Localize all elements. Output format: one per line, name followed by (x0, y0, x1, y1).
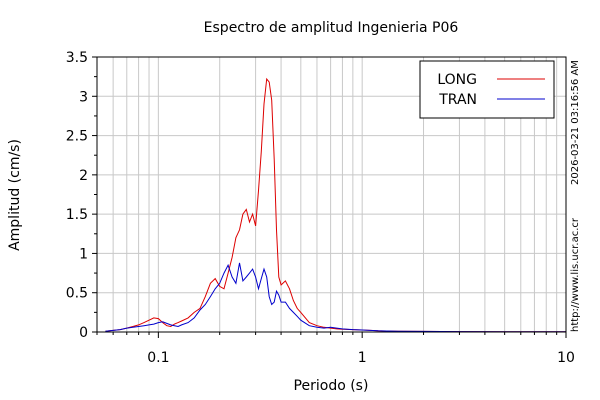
y-tick-label: 1 (79, 246, 88, 262)
x-axis-label: Periodo (s) (294, 378, 369, 394)
chart-title: Espectro de amplitud Ingenieria P06 (204, 20, 459, 36)
legend-box (419, 60, 555, 119)
ticks: 0 0.5 1 1.5 2 2.5 3 3.5 0.1 1 10 (66, 50, 575, 366)
y-axis-label: Amplitud (cm/s) (7, 139, 23, 251)
legend-label-long: LONG (437, 72, 477, 88)
series-layer (105, 77, 566, 333)
legend-label-tran: TRAN (438, 92, 477, 108)
series-line-tran (105, 262, 566, 333)
legend: LONG TRAN (419, 60, 555, 119)
website-url: http://www.lis.ucr.ac.cr (570, 218, 581, 332)
y-tick-label: 1.5 (66, 207, 88, 223)
timestamp-label: 2026-03-21 03:16:56 AM (570, 60, 581, 185)
series-line-long (105, 77, 566, 333)
y-tick-label: 0 (79, 325, 88, 341)
y-tick-label: 2.5 (66, 129, 88, 145)
y-tick-label: 2 (79, 168, 88, 184)
y-tick-label: 3 (79, 89, 88, 105)
y-tick-label: 0.5 (66, 286, 88, 302)
y-tick-label: 3.5 (66, 50, 88, 66)
x-tick-label: 1 (358, 350, 367, 366)
x-tick-label: 10 (557, 350, 575, 366)
x-tick-label: 0.1 (147, 350, 169, 366)
